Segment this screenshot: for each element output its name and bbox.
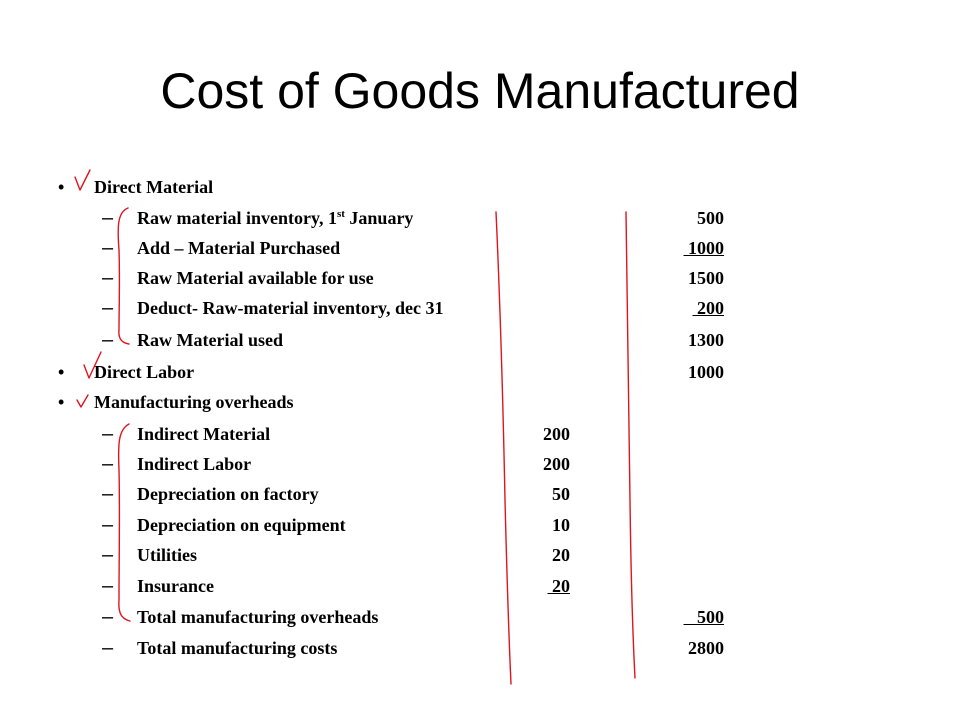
item-label: Indirect Labor — [137, 454, 252, 474]
list-item: – Raw Material available for use 1500 — [0, 267, 960, 297]
item-label: Raw material inventory, 1st January — [137, 208, 414, 228]
dash: – — [102, 237, 114, 259]
list-item: – Indirect Material 200 — [0, 423, 960, 453]
item-value: 1000 — [683, 238, 724, 258]
dash: – — [102, 514, 114, 536]
section-direct-material: • Direct Material — [0, 176, 960, 206]
bullet: • — [58, 362, 65, 382]
list-item: – Total manufacturing overheads 500 — [0, 606, 960, 636]
item-label: Insurance — [137, 576, 215, 596]
list-item: – Depreciation on equipment 10 — [0, 514, 960, 544]
item-label: Indirect Material — [137, 424, 271, 444]
item-label: Add – Material Purchased — [137, 238, 341, 258]
item-value: 2800 — [688, 638, 724, 658]
dash: – — [102, 423, 114, 445]
section-label: Direct Material — [94, 177, 214, 197]
dash: – — [102, 606, 114, 628]
section-value: 1000 — [688, 362, 724, 382]
dash: – — [102, 575, 114, 597]
section-label: Manufacturing overheads — [94, 392, 294, 412]
list-item: – Add – Material Purchased 1000 — [0, 237, 960, 267]
item-value: 200 — [692, 298, 724, 318]
item-value: 500 — [697, 208, 724, 228]
dash: – — [102, 297, 114, 319]
list-item: – Total manufacturing costs 2800 — [0, 637, 960, 667]
item-value: 200 — [543, 454, 570, 474]
item-value: 20 — [547, 576, 570, 596]
dash: – — [102, 544, 114, 566]
list-item: – Raw Material used 1300 — [0, 329, 960, 359]
section-direct-labor: • Direct Labor 1000 — [0, 361, 960, 391]
bullet: • — [58, 392, 65, 412]
page-title: Cost of Goods Manufactured — [160, 63, 800, 119]
item-label: Raw Material available for use — [137, 268, 374, 288]
item-label: Deduct- Raw-material inventory, dec 31 — [137, 298, 444, 318]
bullet: • — [58, 177, 65, 197]
item-label: Total manufacturing overheads — [137, 607, 379, 627]
dash: – — [102, 637, 114, 659]
dash: – — [102, 267, 114, 289]
item-value: 50 — [552, 484, 570, 504]
dash: – — [102, 329, 114, 351]
list-item: – Indirect Labor 200 — [0, 453, 960, 483]
dash: – — [102, 453, 114, 475]
item-value: 1500 — [688, 268, 724, 288]
item-value: 20 — [552, 545, 570, 565]
section-label: Direct Labor — [94, 362, 195, 382]
item-label: Total manufacturing costs — [137, 638, 338, 658]
dash: – — [102, 207, 114, 229]
list-item: – Raw material inventory, 1st January 50… — [0, 207, 960, 237]
dash: – — [102, 483, 114, 505]
item-value: 1300 — [688, 330, 724, 350]
list-item: – Insurance 20 — [0, 575, 960, 605]
item-label: Depreciation on equipment — [137, 515, 346, 535]
item-label: Utilities — [137, 545, 197, 565]
item-value: 500 — [683, 607, 724, 627]
list-item: – Deduct- Raw-material inventory, dec 31… — [0, 297, 960, 327]
item-label: Raw Material used — [137, 330, 283, 350]
item-value: 10 — [552, 515, 570, 535]
list-item: – Utilities 20 — [0, 544, 960, 574]
item-label: Depreciation on factory — [137, 484, 319, 504]
list-item: – Depreciation on factory 50 — [0, 483, 960, 513]
item-value: 200 — [543, 424, 570, 444]
section-manufacturing-overheads: • Manufacturing overheads — [0, 391, 960, 421]
